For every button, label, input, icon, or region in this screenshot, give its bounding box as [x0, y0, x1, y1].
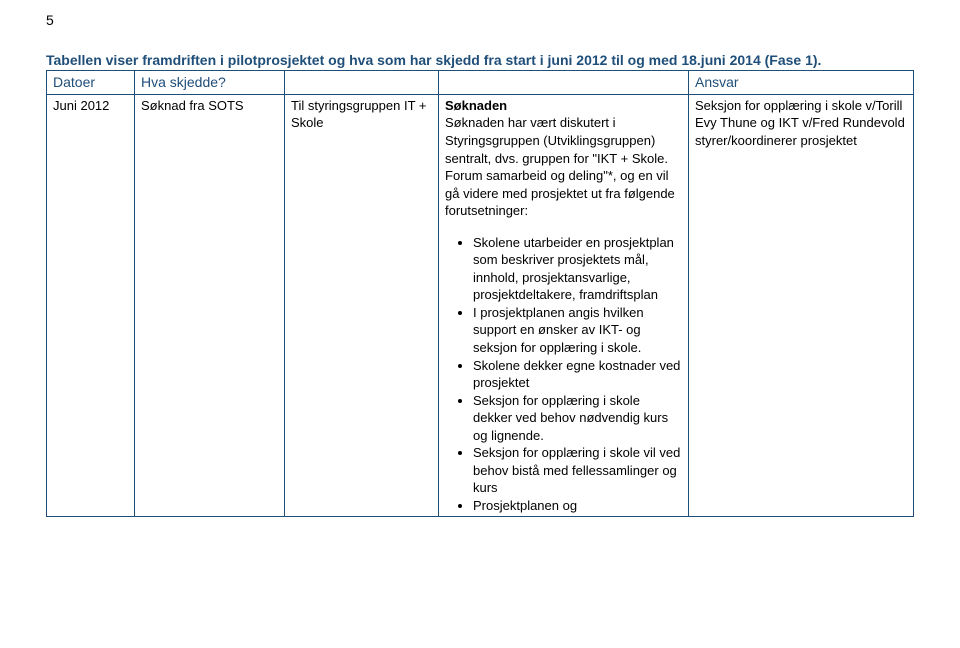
cell-soknaden-body: Søknaden har vært diskutert i Styringsgr… — [445, 114, 682, 219]
list-item: I prosjektplanen angis hvilken support e… — [473, 304, 682, 357]
header-ansvar: Ansvar — [689, 71, 914, 95]
list-item: Seksjon for opplæring i skole vil ved be… — [473, 444, 682, 497]
list-item: Seksjon for opplæring i skole dekker ved… — [473, 392, 682, 445]
list-item: Skolene dekker egne kostnader ved prosje… — [473, 357, 682, 392]
cell-soknaden: Søknaden Søknaden har vært diskutert i S… — [439, 94, 689, 517]
table-heading: Tabellen viser framdriften i pilotprosje… — [46, 52, 914, 68]
list-item: Skolene utarbeider en prosjektplan som b… — [473, 234, 682, 304]
table-row: Juni 2012 Søknad fra SOTS Til styringsgr… — [47, 94, 914, 517]
header-col3 — [285, 71, 439, 95]
cell-datoer: Juni 2012 — [47, 94, 135, 517]
cell-til: Til styringsgruppen IT + Skole — [285, 94, 439, 517]
page-number: 5 — [46, 12, 914, 28]
progress-table: Datoer Hva skjedde? Ansvar Juni 2012 Søk… — [46, 70, 914, 517]
bullet-list: Skolene utarbeider en prosjektplan som b… — [445, 234, 682, 515]
table-header-row: Datoer Hva skjedde? Ansvar — [47, 71, 914, 95]
cell-soknaden-title: Søknaden — [445, 98, 507, 113]
header-datoer: Datoer — [47, 71, 135, 95]
list-item: Prosjektplanen og — [473, 497, 682, 515]
header-col4 — [439, 71, 689, 95]
page-container: 5 Tabellen viser framdriften i pilotpros… — [0, 0, 960, 517]
cell-ansvar: Seksjon for opplæring i skole v/Torill E… — [689, 94, 914, 517]
header-hva-skjedde: Hva skjedde? — [135, 71, 285, 95]
cell-hva-skjedde: Søknad fra SOTS — [135, 94, 285, 517]
spacer — [445, 220, 682, 234]
